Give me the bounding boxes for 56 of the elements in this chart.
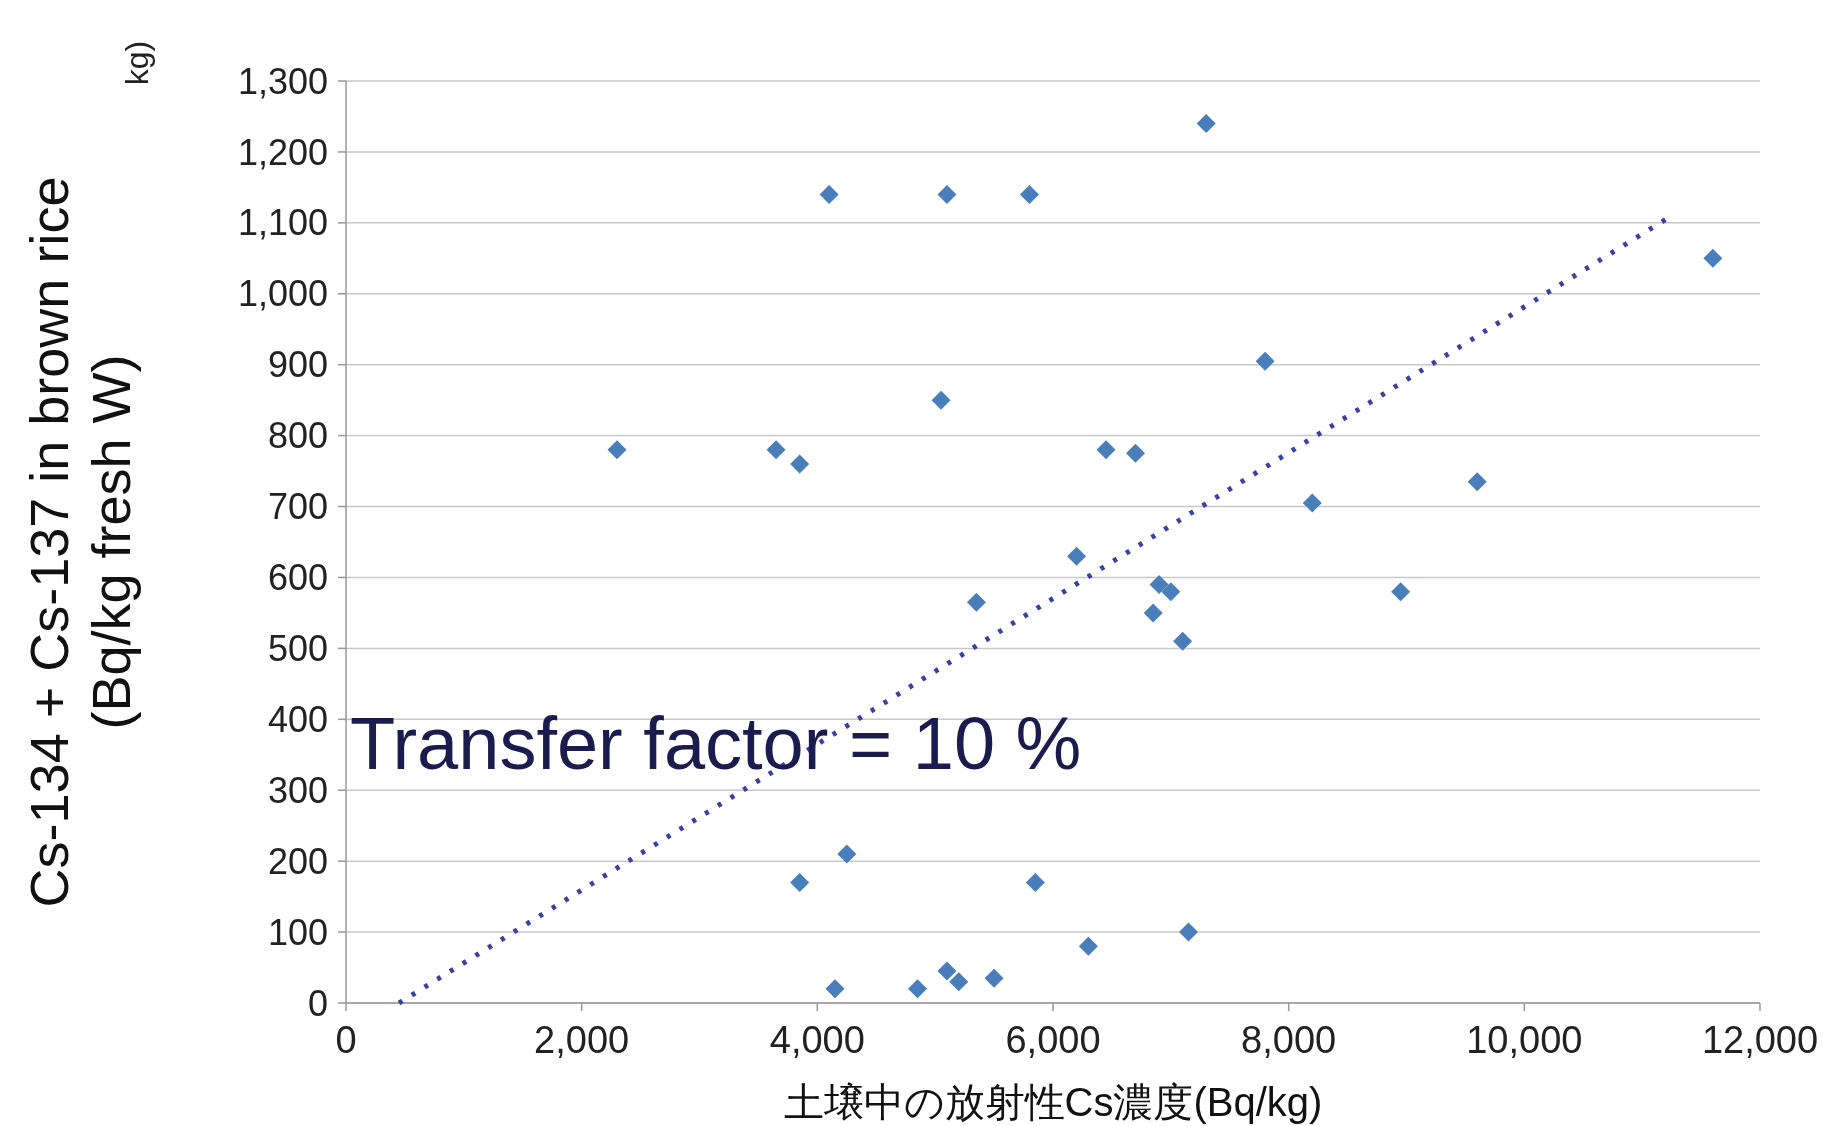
point: [1703, 248, 1723, 268]
point: [819, 184, 839, 204]
point: [825, 979, 845, 999]
y-tick-label: 300: [267, 769, 328, 811]
point: [1302, 493, 1322, 513]
point: [1019, 184, 1039, 204]
y-tick-label: 1,200: [237, 131, 328, 173]
annotation: Transfer factor = 10 %: [350, 701, 1082, 785]
point: [1161, 582, 1181, 602]
point: [1196, 114, 1216, 134]
point: [766, 440, 786, 460]
x-tick-label: 6,000: [1005, 1019, 1101, 1061]
point: [949, 972, 969, 992]
x-tick-label: 4,000: [769, 1019, 865, 1061]
y-tick-label: 100: [267, 911, 328, 953]
y-tick-label: 1,300: [237, 60, 328, 102]
y-tick-label: 0: [307, 982, 328, 1024]
point: [1179, 922, 1199, 942]
point: [937, 961, 957, 981]
x-tick-label: 8,000: [1241, 1019, 1337, 1061]
point: [937, 184, 957, 204]
point: [790, 454, 810, 474]
y-tick-label: 200: [267, 840, 328, 882]
point: [1025, 872, 1045, 892]
point: [1125, 443, 1145, 463]
point: [1391, 582, 1411, 602]
point: [1096, 440, 1116, 460]
x-axis-title: 土壌中の放射性Cs濃度(Bq/kg): [783, 1080, 1323, 1124]
y-tick-label: 1,000: [237, 273, 328, 315]
point: [1143, 603, 1163, 623]
x-tick-label: 0: [335, 1019, 357, 1061]
text: kg): [119, 40, 155, 86]
point: [1467, 472, 1487, 492]
y-tick-label: 800: [267, 415, 328, 457]
point: [1067, 546, 1087, 566]
y-tick-label: 500: [267, 627, 328, 669]
x-tick-label: 2,000: [534, 1019, 630, 1061]
point: [837, 844, 857, 864]
x-tick-label: 10,000: [1466, 1019, 1583, 1061]
y-axis-title: Cs-134 + Cs-137 in brown rice (Bq/kg fresh W): [19, 176, 141, 908]
point: [1173, 631, 1193, 651]
x-tick-label: 12,000: [1701, 1019, 1819, 1061]
point: [984, 968, 1004, 988]
y-tick-label: 600: [267, 557, 328, 599]
point: [931, 390, 951, 410]
y-tick-label: 900: [267, 344, 328, 386]
point: [607, 440, 627, 460]
point: [790, 872, 810, 892]
y-tick-label: 1,100: [237, 202, 328, 244]
y-tick-label: 400: [267, 698, 328, 740]
point: [1255, 351, 1275, 371]
point: [1078, 936, 1098, 956]
point: [907, 979, 927, 999]
y-tick-label: 700: [267, 486, 328, 528]
point: [1149, 575, 1169, 595]
point: [966, 592, 986, 612]
